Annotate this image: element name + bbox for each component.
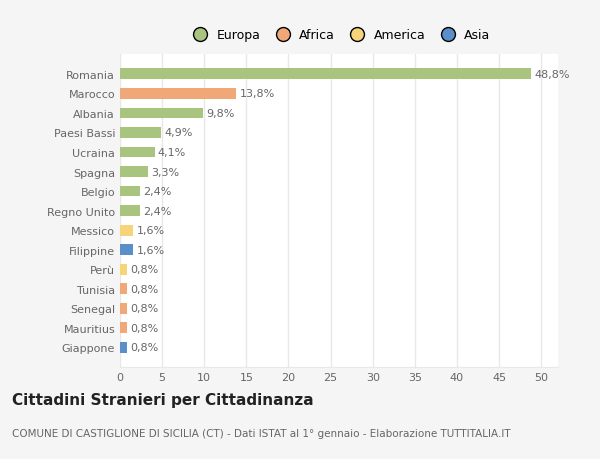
Text: 13,8%: 13,8% bbox=[239, 89, 275, 99]
Bar bbox=[120, 69, 531, 80]
Bar bbox=[120, 284, 127, 295]
Bar bbox=[120, 128, 161, 139]
Bar bbox=[120, 245, 133, 256]
Bar bbox=[120, 89, 236, 100]
Legend: Europa, Africa, America, Asia: Europa, Africa, America, Asia bbox=[182, 24, 496, 47]
Bar bbox=[120, 186, 140, 197]
Bar bbox=[120, 264, 127, 275]
Text: 0,8%: 0,8% bbox=[130, 323, 158, 333]
Text: COMUNE DI CASTIGLIONE DI SICILIA (CT) - Dati ISTAT al 1° gennaio - Elaborazione : COMUNE DI CASTIGLIONE DI SICILIA (CT) - … bbox=[12, 428, 511, 438]
Text: 2,4%: 2,4% bbox=[143, 187, 172, 196]
Text: 0,8%: 0,8% bbox=[130, 343, 158, 353]
Bar bbox=[120, 147, 155, 158]
Bar bbox=[120, 167, 148, 178]
Text: 1,6%: 1,6% bbox=[137, 245, 165, 255]
Bar bbox=[120, 225, 133, 236]
Text: 4,1%: 4,1% bbox=[158, 148, 186, 157]
Text: 3,3%: 3,3% bbox=[151, 167, 179, 177]
Text: 0,8%: 0,8% bbox=[130, 304, 158, 313]
Text: 0,8%: 0,8% bbox=[130, 265, 158, 274]
Text: 9,8%: 9,8% bbox=[206, 109, 234, 118]
Bar bbox=[120, 206, 140, 217]
Bar bbox=[120, 108, 203, 119]
Bar bbox=[120, 323, 127, 334]
Text: 48,8%: 48,8% bbox=[535, 70, 570, 79]
Text: 4,9%: 4,9% bbox=[164, 128, 193, 138]
Bar bbox=[120, 303, 127, 314]
Text: 1,6%: 1,6% bbox=[137, 226, 165, 235]
Text: Cittadini Stranieri per Cittadinanza: Cittadini Stranieri per Cittadinanza bbox=[12, 392, 314, 407]
Text: 0,8%: 0,8% bbox=[130, 284, 158, 294]
Text: 2,4%: 2,4% bbox=[143, 206, 172, 216]
Bar bbox=[120, 342, 127, 353]
